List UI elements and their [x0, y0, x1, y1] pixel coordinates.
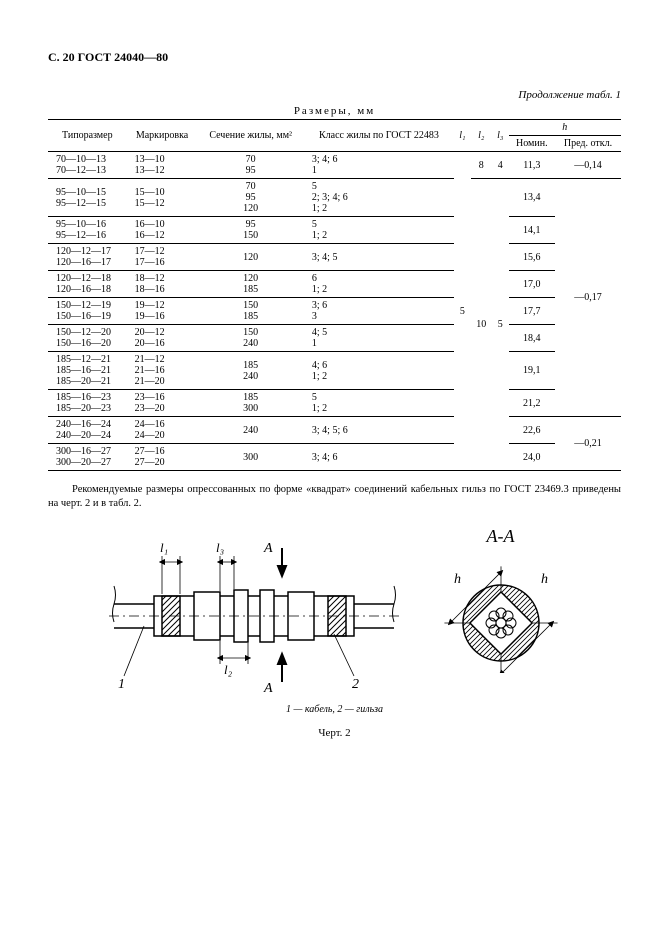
- table-cell: 16—1016—12: [127, 217, 198, 244]
- table-cell: 21,2: [509, 390, 555, 417]
- table-cell: 24,0: [509, 444, 555, 471]
- figure-legend: 1 — кабель, 2 — гильза: [48, 704, 621, 715]
- table-cell: 21—1221—1621—20: [127, 352, 198, 390]
- table-cell: 13—1013—12: [127, 152, 198, 179]
- section-label: А-А: [436, 526, 566, 547]
- table-cell: 19,1: [509, 352, 555, 390]
- table-cell: 3; 4; 5: [304, 244, 454, 271]
- th-l3: l₃: [492, 120, 509, 152]
- table-cell: 23—1623—20: [127, 390, 198, 417]
- table-cell: 15,6: [509, 244, 555, 271]
- table-cell: 19—1219—16: [127, 298, 198, 325]
- table-cell: 95—10—1695—12—16: [48, 217, 127, 244]
- table-cell: 120—12—18120—16—18: [48, 271, 127, 298]
- section-A-bottom: А: [263, 681, 273, 696]
- table-cell: 120—12—17120—16—17: [48, 244, 127, 271]
- table-cell: 13,4: [509, 179, 555, 217]
- table-cell: —0,21: [555, 417, 621, 471]
- table-cell: 8: [471, 152, 492, 179]
- page-header: С. 20 ГОСТ 24040—80: [48, 50, 621, 65]
- section-A-top: А: [263, 541, 273, 556]
- table-cell: 51; 2: [304, 390, 454, 417]
- table-cell: 18,4: [509, 325, 555, 352]
- table-cell: 22,6: [509, 417, 555, 444]
- table-cell: 240—16—24240—20—24: [48, 417, 127, 444]
- table-cell: 185—12—21185—16—21185—20—21: [48, 352, 127, 390]
- table-cell: 7095: [197, 152, 303, 179]
- dim-l1: l₁: [160, 540, 168, 555]
- table-cell: 17—1217—16: [127, 244, 198, 271]
- dimensions-table: Типоразмер Маркировка Сечение жилы, мм² …: [48, 119, 621, 471]
- table-cell: 70—10—1370—12—13: [48, 152, 127, 179]
- table-cell: —0,14: [555, 152, 621, 179]
- table-cell: 95150: [197, 217, 303, 244]
- th-klass: Класс жилы по ГОСТ 22483: [304, 120, 454, 152]
- th-tiporazmer: Типоразмер: [48, 120, 127, 152]
- table-cell: 20—1220—16: [127, 325, 198, 352]
- table-cell: 3; 63: [304, 298, 454, 325]
- table-cell: 51; 2: [304, 217, 454, 244]
- dim-l2: l₂: [224, 662, 233, 677]
- th-markirovka: Маркировка: [127, 120, 198, 152]
- th-h: h: [509, 120, 621, 136]
- ref-1: 1: [118, 677, 125, 692]
- figure-number: Черт. 2: [48, 727, 621, 739]
- table-cell: 11,3: [509, 152, 555, 179]
- th-nomin: Номин.: [509, 136, 555, 152]
- table-cell: 4; 61; 2: [304, 352, 454, 390]
- dim-h-left: h: [454, 572, 461, 587]
- table-cell: 120185: [197, 271, 303, 298]
- table-cell: 300—16—27300—20—27: [48, 444, 127, 471]
- table-cell: 24—1624—20: [127, 417, 198, 444]
- table-cell: 17,0: [509, 271, 555, 298]
- table-cell: 150—12—20150—16—20: [48, 325, 127, 352]
- table-continuation: Продолжение табл. 1: [48, 89, 621, 101]
- table-cell: 300: [197, 444, 303, 471]
- table-cell: 185240: [197, 352, 303, 390]
- table-cell: 7095120: [197, 179, 303, 217]
- table-cell: 17,7: [509, 298, 555, 325]
- table-cell: 27—1627—20: [127, 444, 198, 471]
- table-cell: 3; 4; 61: [304, 152, 454, 179]
- table-caption: Размеры, мм: [48, 105, 621, 117]
- table-cell: 10: [471, 179, 492, 471]
- table-cell: 61; 2: [304, 271, 454, 298]
- table-cell: 15—1015—12: [127, 179, 198, 217]
- th-sechenie: Сечение жилы, мм²: [197, 120, 303, 152]
- ref-2: 2: [352, 677, 359, 692]
- th-l1: l₁: [454, 120, 471, 152]
- table-cell: 5: [454, 152, 471, 471]
- table-cell: 150185: [197, 298, 303, 325]
- table-cell: 18—1218—16: [127, 271, 198, 298]
- table-cell: —0,17: [555, 179, 621, 417]
- th-l2: l₂: [471, 120, 492, 152]
- table-cell: 120: [197, 244, 303, 271]
- paragraph: Рекомендуемые размеры опрессованных по ф…: [48, 483, 621, 510]
- table-cell: 185300: [197, 390, 303, 417]
- figure-wrapper: l₁ l₃ А l₂: [48, 526, 621, 696]
- table-cell: 14,1: [509, 217, 555, 244]
- table-cell: 150240: [197, 325, 303, 352]
- table-cell: 5: [492, 179, 509, 471]
- dim-h-right: h: [541, 572, 548, 587]
- table-cell: 4: [492, 152, 509, 179]
- table-cell: 185—16—23185—20—23: [48, 390, 127, 417]
- th-otkl: Пред. откл.: [555, 136, 621, 152]
- table-cell: 3; 4; 5; 6: [304, 417, 454, 444]
- table-cell: 52; 3; 4; 61; 2: [304, 179, 454, 217]
- table-cell: 3; 4; 6: [304, 444, 454, 471]
- table-cell: 4; 51: [304, 325, 454, 352]
- dim-l3: l₃: [216, 540, 224, 555]
- table-cell: 150—12—19150—16—19: [48, 298, 127, 325]
- figure-cross-section: h h: [436, 553, 566, 673]
- table-cell: 240: [197, 417, 303, 444]
- table-cell: 95—10—1595—12—15: [48, 179, 127, 217]
- figure-side-view: l₁ l₃ А l₂: [104, 526, 404, 696]
